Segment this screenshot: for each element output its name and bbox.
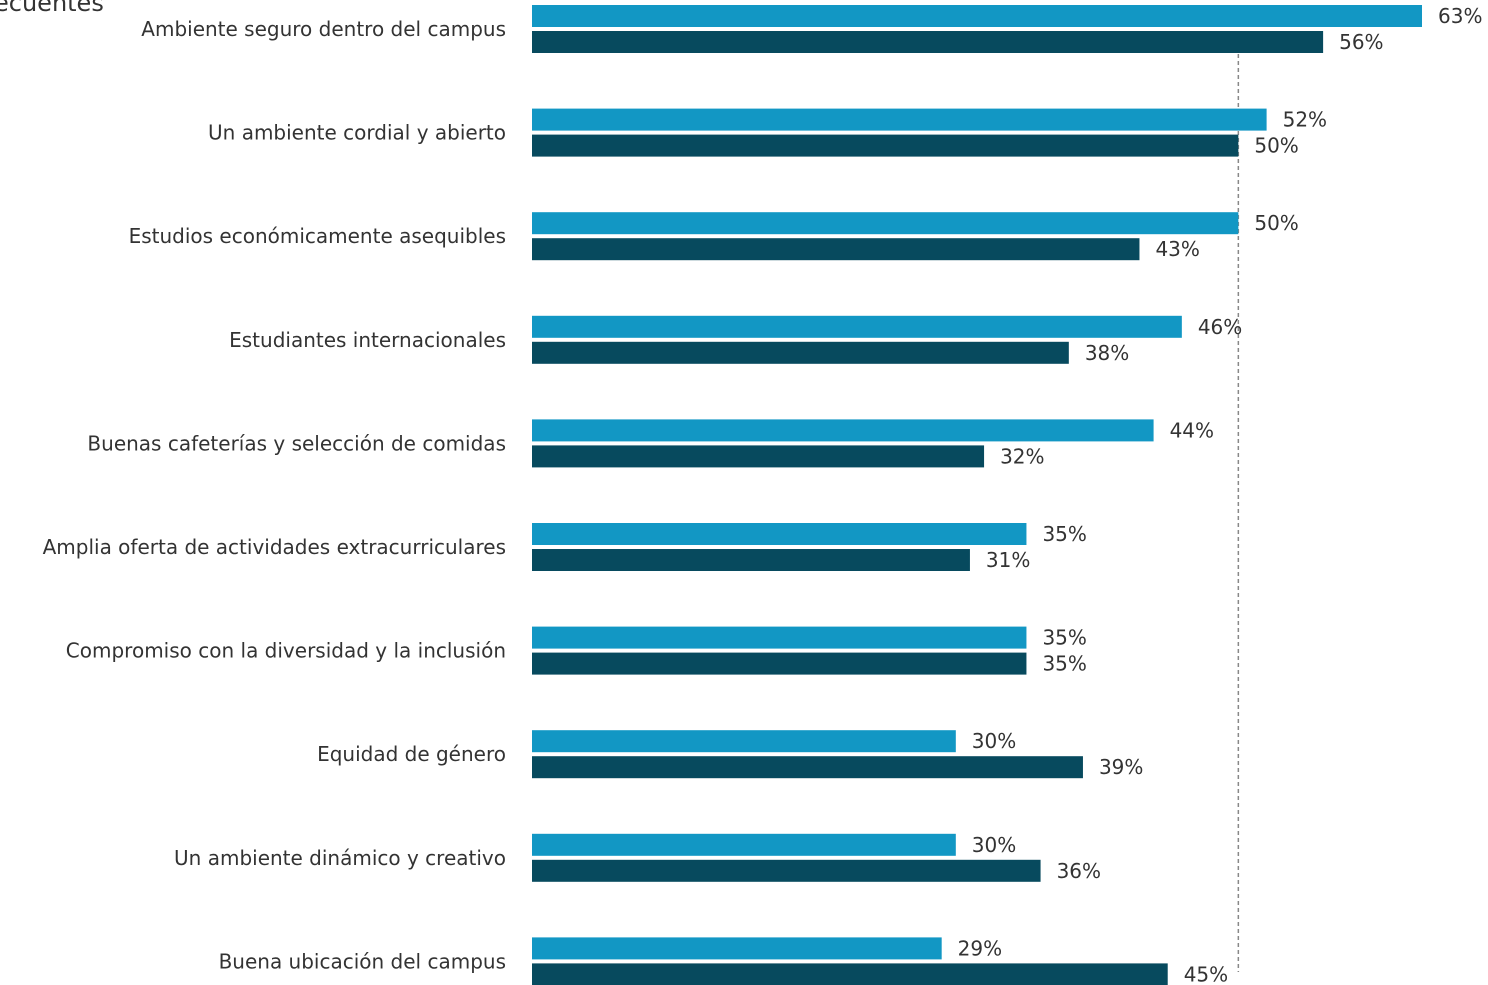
value-label-series2-0: 56%: [1339, 30, 1383, 54]
value-label-series2-8: 36%: [1057, 859, 1101, 883]
value-label-series1-1: 52%: [1283, 108, 1327, 132]
category-label-1: Un ambiente cordial y abierto: [208, 121, 506, 145]
bar-series1-2: [532, 212, 1239, 235]
category-label-4: Buenas cafeterías y selección de comidas: [87, 431, 506, 455]
value-label-series1-2: 50%: [1254, 211, 1298, 235]
category-label-2: Estudios económicamente asequibles: [129, 224, 506, 248]
bar-series2-6: [532, 652, 1027, 675]
labels-group: 63% 56% Ambiente seguro dentro del campus 5…: [43, 4, 1483, 985]
value-label-series1-7: 30%: [972, 729, 1016, 753]
bar-series1-9: [532, 937, 942, 960]
bar-series1-4: [532, 419, 1154, 442]
bar-series1-6: [532, 626, 1027, 649]
bar-series1-8: [532, 833, 956, 856]
bar-series2-4: [532, 445, 985, 468]
bar-series1-5: [532, 523, 1027, 545]
value-label-series2-7: 39%: [1099, 755, 1143, 779]
bar-series2-0: [532, 31, 1324, 53]
bar-series2-7: [532, 756, 1083, 779]
category-label-9: Buena ubicación del campus: [219, 949, 506, 973]
category-label-3: Estudiantes internacionales: [229, 328, 506, 352]
bar-series1-7: [532, 730, 956, 753]
bar-series2-2: [532, 238, 1140, 261]
value-label-series1-9: 29%: [958, 936, 1002, 960]
value-label-series1-8: 30%: [972, 833, 1016, 857]
bar-series1-3: [532, 315, 1182, 338]
value-label-series2-2: 43%: [1155, 237, 1199, 261]
value-label-series1-5: 35%: [1042, 522, 1086, 546]
category-label-7: Equidad de género: [317, 742, 506, 766]
bar-series2-8: [532, 859, 1041, 882]
chart-title-fragment: ecuentes: [0, 0, 104, 17]
value-label-series2-3: 38%: [1085, 341, 1129, 365]
value-label-series1-4: 44%: [1170, 418, 1214, 442]
bar-series2-3: [532, 341, 1069, 364]
bar-series2-1: [532, 134, 1239, 157]
value-label-series2-1: 50%: [1254, 134, 1298, 158]
bars-group: [532, 5, 1422, 985]
category-label-5: Amplia oferta de actividades extracurric…: [43, 535, 506, 559]
category-label-6: Compromiso con la diversidad y la inclus…: [66, 639, 506, 663]
value-label-series1-6: 35%: [1042, 626, 1086, 650]
value-label-series1-0: 63%: [1438, 4, 1482, 28]
value-label-series2-5: 31%: [986, 548, 1030, 572]
category-label-8: Un ambiente dinámico y creativo: [174, 846, 506, 870]
bar-series2-5: [532, 549, 970, 571]
value-label-series2-6: 35%: [1042, 652, 1086, 676]
value-label-series1-3: 46%: [1198, 315, 1242, 339]
bar-series1-0: [532, 5, 1422, 27]
value-label-series2-9: 45%: [1184, 962, 1228, 985]
value-label-series2-4: 32%: [1000, 444, 1044, 468]
bar-series1-1: [532, 108, 1267, 131]
bar-series2-9: [532, 963, 1168, 985]
category-label-0: Ambiente seguro dentro del campus: [141, 17, 506, 41]
